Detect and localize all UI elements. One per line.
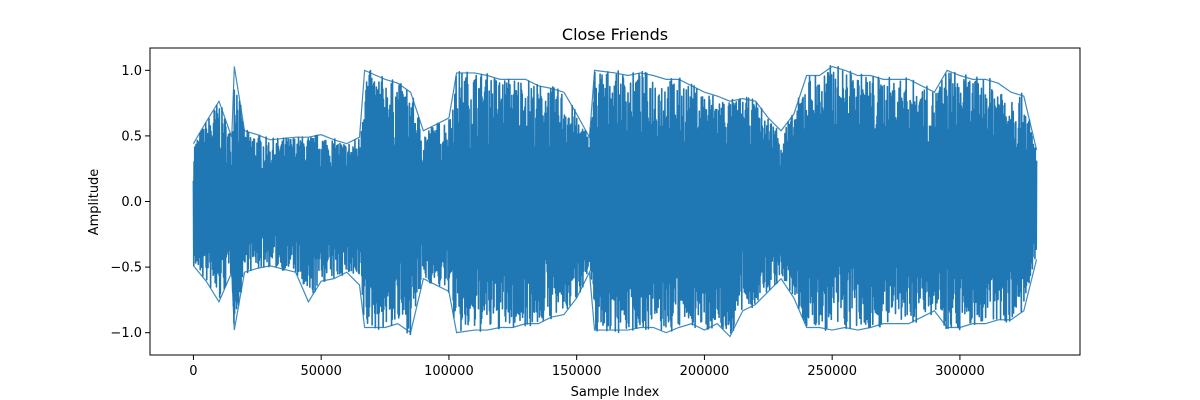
x-axis: 0 50000 100000 150000 200000 250000 300000 [189, 355, 985, 379]
x-tick-label: 150000 [552, 364, 602, 379]
waveform-lower-envelope-0 [192, 259, 1038, 338]
y-tick-label: 1.0 [121, 64, 142, 79]
y-axis-label: Amplitude [87, 169, 102, 236]
y-tick-label: 0.5 [121, 129, 142, 144]
waveform-upper-envelope-0 [192, 65, 1038, 151]
x-tick-label: 50000 [301, 364, 342, 379]
y-tick-label: −0.5 [110, 261, 142, 276]
y-tick-label: 0.0 [121, 195, 142, 210]
y-axis: −1.0 −0.5 0.0 0.5 1.0 [110, 64, 150, 341]
x-tick-label: 200000 [680, 364, 730, 379]
x-tick-label: 300000 [935, 364, 985, 379]
plot-area [149, 47, 1081, 356]
y-tick-label: −1.0 [110, 326, 142, 341]
x-tick-label: 250000 [807, 364, 857, 379]
waveform-series-0 [192, 65, 1038, 336]
chart-title: Close Friends [562, 25, 668, 44]
x-tick-label: 0 [189, 364, 197, 379]
x-axis-label: Sample Index [571, 385, 660, 400]
x-tick-label: 100000 [424, 364, 474, 379]
